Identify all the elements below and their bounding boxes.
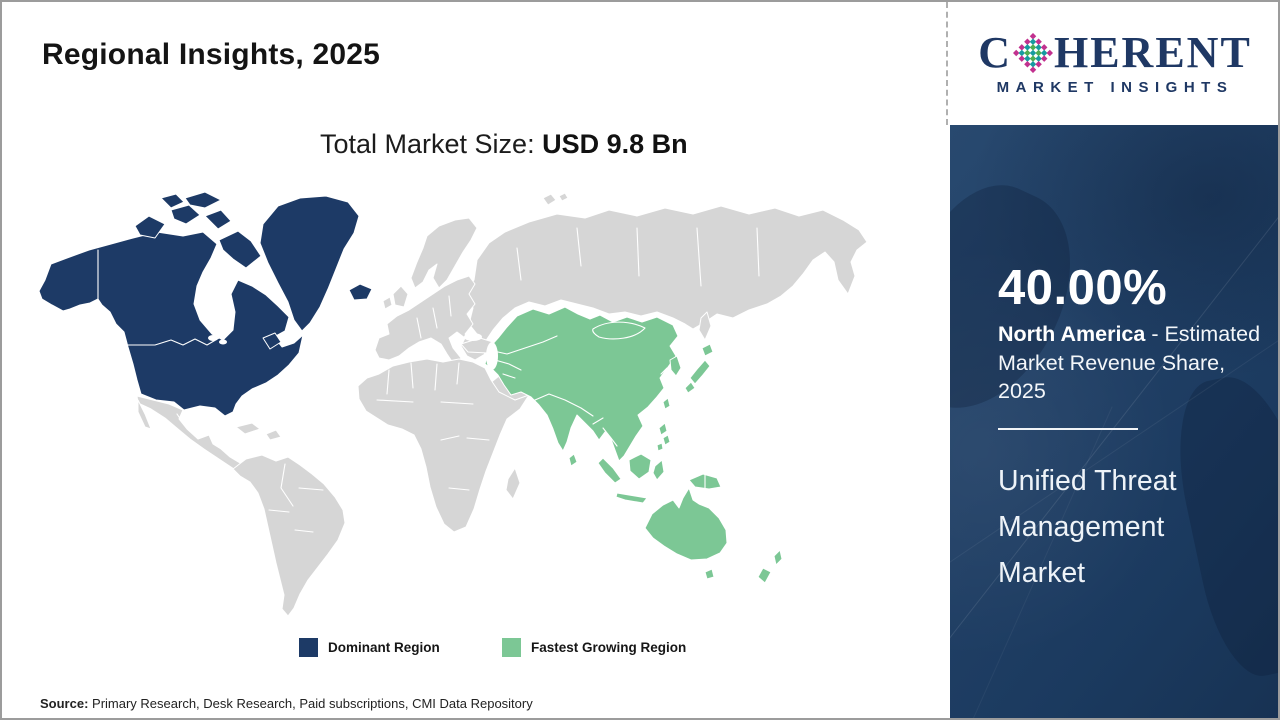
legend-swatch-fastest-growing	[502, 638, 521, 657]
dashed-separator	[946, 2, 948, 125]
island-java	[615, 492, 648, 504]
country-australia	[644, 487, 728, 561]
island-sumatra	[597, 457, 622, 484]
island-hispaniola	[265, 429, 282, 441]
logo-letters-herent: HERENT	[1053, 28, 1252, 77]
world-map	[37, 188, 875, 622]
legend-label-dominant: Dominant Region	[328, 640, 440, 655]
island-sakhalin	[698, 311, 712, 341]
mainland-north-america	[38, 231, 304, 417]
arctic-islands	[204, 209, 232, 230]
nz-north-island	[773, 549, 783, 566]
world-map-svg	[38, 191, 868, 617]
mongolia-border	[592, 321, 646, 340]
legend-item-fastest-growing: Fastest Growing Region	[502, 638, 686, 657]
island-iceland	[348, 283, 373, 301]
legend-label-fastest-growing: Fastest Growing Region	[531, 640, 687, 655]
region-scandinavia	[410, 217, 478, 289]
share-description: North America - Estimated Market Revenue…	[998, 322, 1261, 404]
arctic-islands	[160, 193, 185, 209]
island-ellesmere	[184, 191, 222, 209]
asia-country-borders	[488, 335, 668, 447]
japan-kyushu	[684, 381, 696, 394]
country-borders	[176, 227, 760, 533]
great-lakes	[208, 335, 218, 341]
logo-wordmark: C HERENT	[978, 31, 1252, 75]
peninsula-baja	[137, 399, 152, 430]
islands-svalbard	[542, 193, 557, 206]
island-madagascar	[505, 467, 521, 500]
total-market-size-label: Total Market Size:	[320, 129, 543, 159]
philippines	[656, 442, 664, 452]
black-sea	[464, 333, 482, 341]
japan-honshu	[689, 359, 711, 385]
region-asia-pacific	[484, 306, 783, 584]
right-info-panel: 40.00% North America - Estimated Market …	[950, 125, 1278, 718]
source-note: Source: Primary Research, Desk Research,…	[40, 696, 533, 711]
globe-dots-icon	[1012, 33, 1053, 73]
source-text: Primary Research, Desk Research, Paid su…	[88, 696, 533, 711]
total-market-size: Total Market Size: USD 9.8 Bn	[320, 129, 688, 160]
arctic-islands	[134, 215, 166, 239]
mainland-asia	[484, 306, 679, 462]
islands-svalbard	[558, 192, 569, 202]
island-borneo	[628, 453, 652, 480]
country-ireland	[382, 296, 393, 310]
island-sulawesi	[652, 459, 665, 481]
source-label: Source:	[40, 696, 89, 711]
share-region: North America	[998, 322, 1146, 347]
great-lakes	[219, 339, 227, 345]
philippines	[662, 434, 671, 446]
region-north-america	[38, 191, 373, 417]
japan-hokkaido	[701, 343, 714, 357]
arctic-islands	[170, 204, 201, 225]
island-greenland	[259, 195, 360, 332]
country-sri-lanka	[568, 453, 578, 467]
island-newfoundland	[262, 332, 282, 350]
nz-south-island	[757, 567, 772, 584]
peninsula-korea	[669, 355, 682, 377]
island-cuba	[235, 422, 261, 435]
philippines	[658, 422, 668, 436]
island-tasmania	[704, 568, 715, 580]
logo-letter-c: C	[978, 28, 1012, 77]
company-logo: C HERENT MARKET INSIGHTS	[950, 2, 1278, 125]
share-percentage: 40.00%	[998, 261, 1168, 315]
logo-tagline: MARKET INSIGHTS	[996, 79, 1234, 96]
region-south-america	[232, 454, 346, 617]
total-market-size-value: USD 9.8 Bn	[542, 129, 688, 159]
country-uk	[392, 285, 409, 308]
island-baffin	[218, 230, 262, 269]
page-title: Regional Insights, 2025	[42, 38, 381, 71]
legend-swatch-dominant	[299, 638, 318, 657]
market-name: Unified Threat Management Market	[998, 464, 1177, 589]
legend-item-dominant: Dominant Region	[299, 638, 440, 657]
country-russia	[466, 205, 868, 343]
divider-line	[998, 427, 1138, 430]
caspian-sea	[486, 342, 498, 370]
region-africa	[357, 358, 530, 533]
country-taiwan	[662, 397, 671, 410]
